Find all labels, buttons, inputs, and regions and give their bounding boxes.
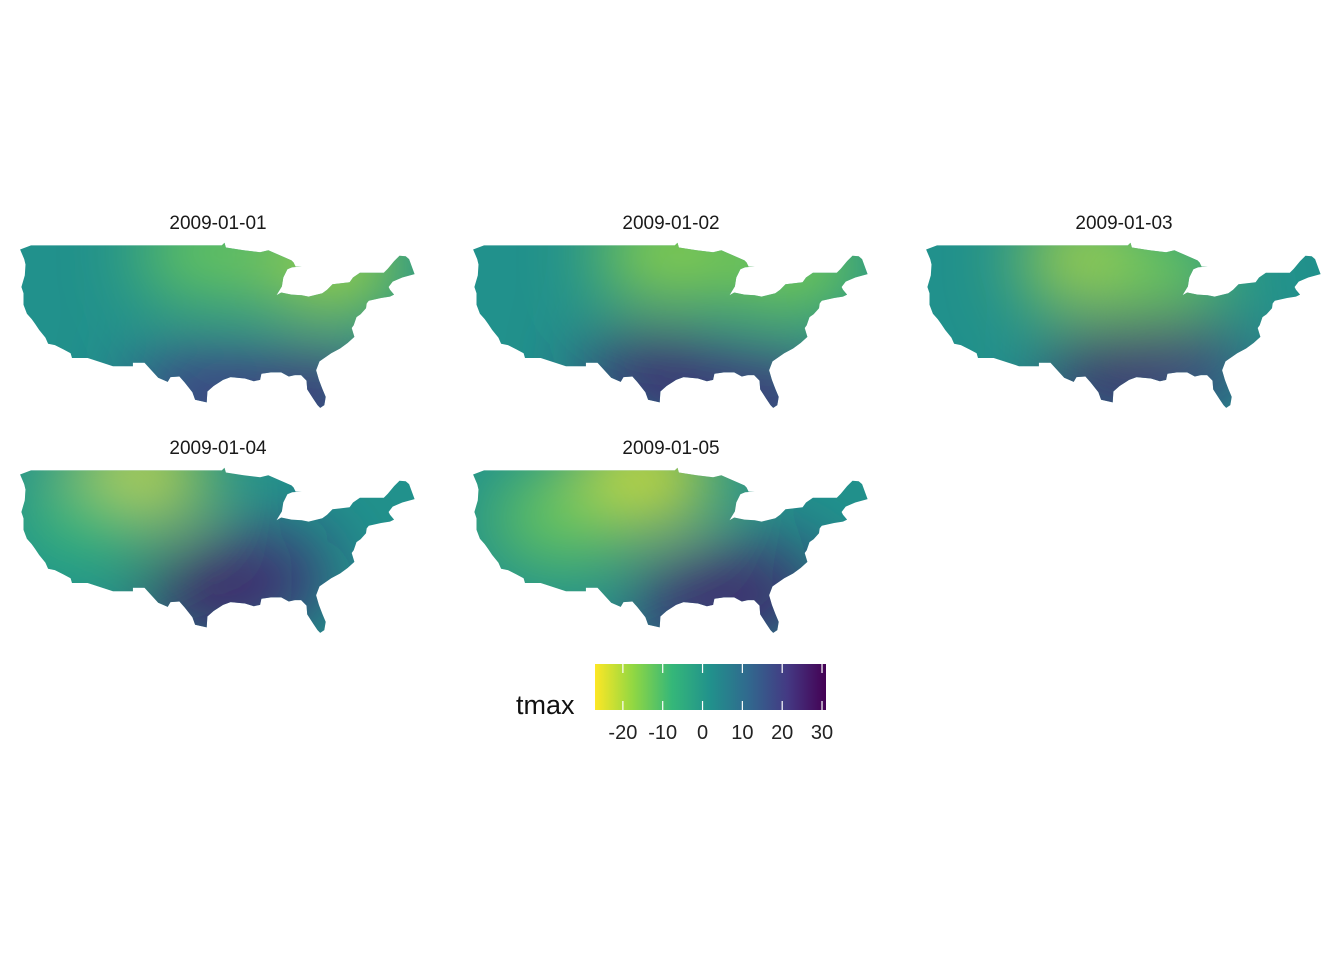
legend-tick-label: 0	[696, 722, 709, 744]
facet-map-panel	[20, 467, 415, 633]
facet-title: 2009-01-01	[169, 213, 267, 234]
warm-area	[1107, 316, 1247, 407]
cold-area	[599, 242, 740, 298]
legend-tick-label: 30	[810, 722, 834, 744]
facet-title: 2009-01-03	[1075, 213, 1173, 234]
cold-area	[139, 242, 280, 298]
facet-title: 2009-01-04	[169, 438, 267, 459]
legend-gradient	[595, 664, 826, 710]
legend-tick-label: -10	[648, 722, 678, 744]
facet-map-panel	[20, 242, 415, 408]
temperature-raster	[20, 242, 415, 408]
temperature-raster	[473, 467, 868, 633]
facet-map-panel	[473, 242, 868, 408]
cold-area	[489, 473, 630, 564]
warm-area	[187, 534, 328, 625]
legend-tick-label: -20	[608, 722, 638, 744]
warm-area	[132, 350, 273, 408]
legend-tick-label: 10	[731, 722, 754, 744]
legend-tick-label: 20	[771, 722, 794, 744]
cold-area	[20, 473, 157, 564]
facet-title: 2009-01-02	[622, 213, 720, 234]
temperature-raster	[20, 467, 415, 633]
facet-map-panel	[926, 242, 1321, 408]
temperature-raster	[473, 242, 868, 408]
facet-map-panel	[473, 467, 868, 633]
legend-title: tmax	[516, 690, 575, 720]
temperature-raster	[926, 242, 1321, 408]
legend-colorbar	[595, 664, 826, 710]
facet-title: 2009-01-05	[622, 438, 720, 459]
